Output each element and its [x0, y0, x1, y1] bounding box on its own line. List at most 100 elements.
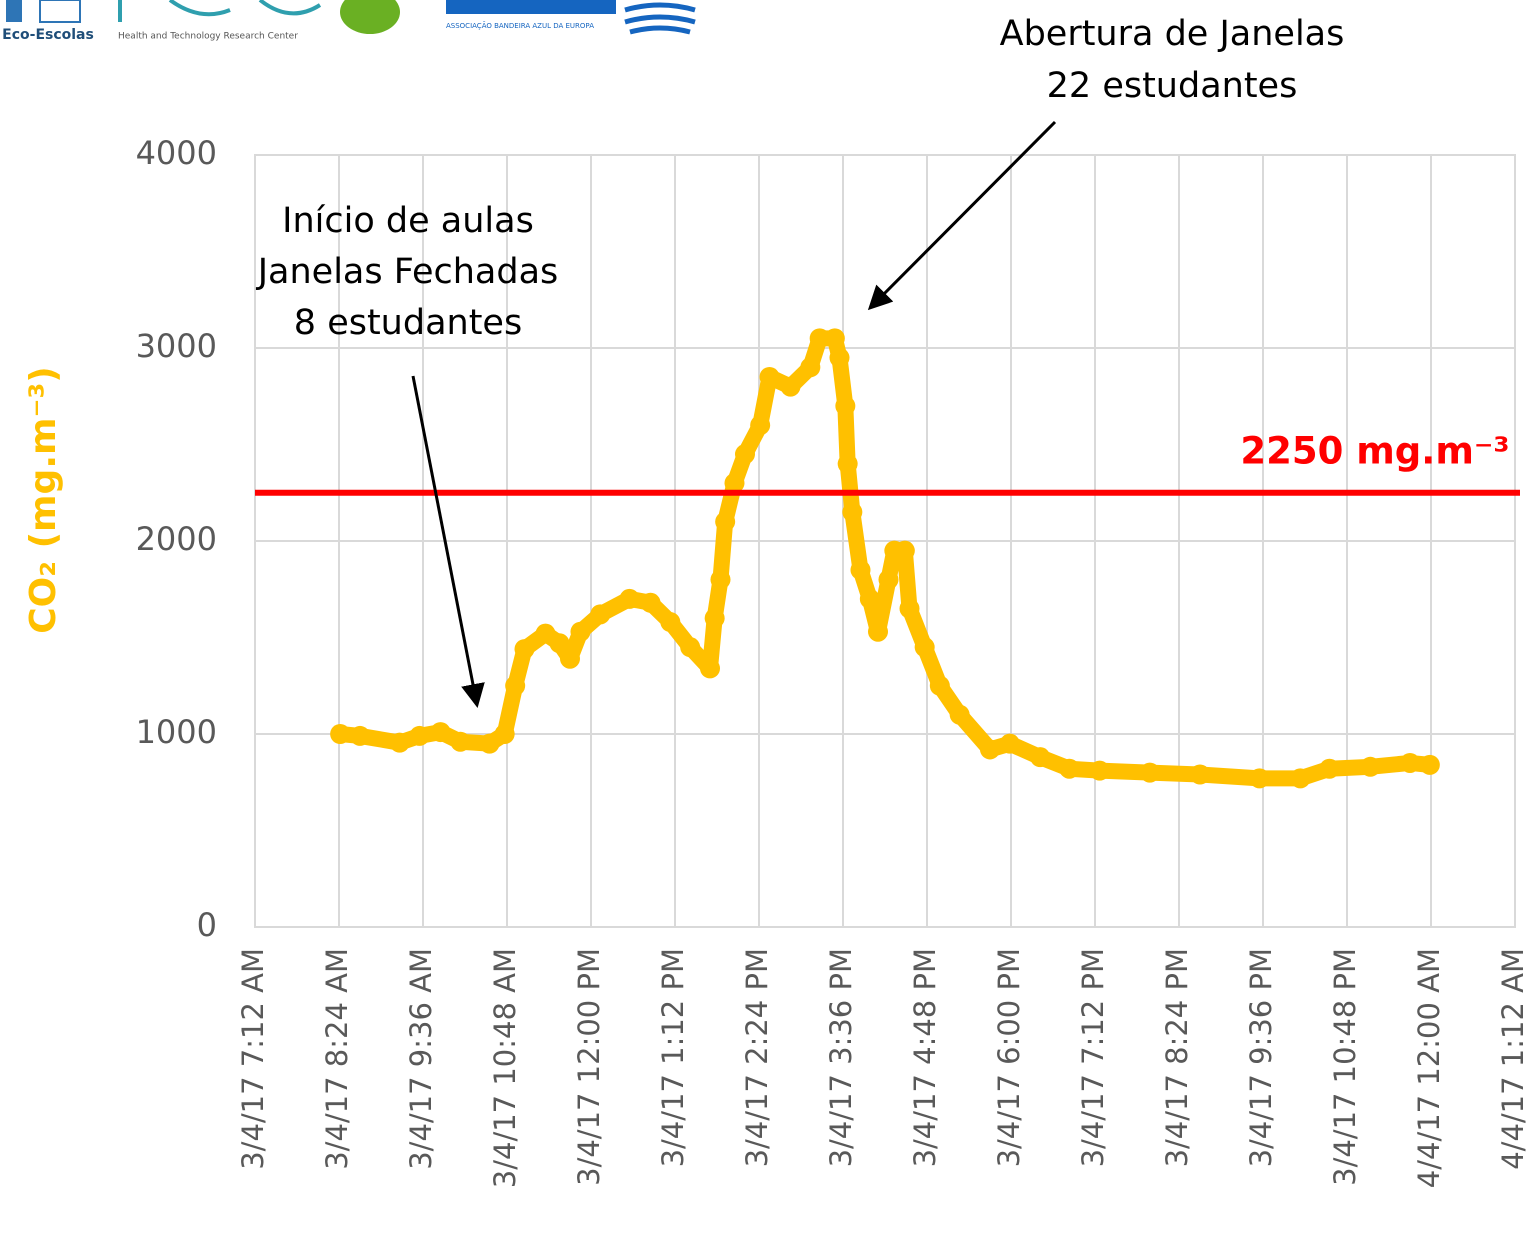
data-point [389, 732, 410, 753]
x-tick-label: 3/4/17 12:00 PM [572, 948, 606, 1186]
data-point [850, 559, 871, 580]
x-tick-label: 3/4/17 7:12 AM [236, 948, 270, 1170]
plot-border [254, 154, 1516, 928]
data-point [800, 357, 821, 378]
data-point [724, 473, 745, 494]
data-point [700, 658, 720, 679]
x-tick-label: 3/4/17 4:48 PM [908, 948, 942, 1167]
data-point [1089, 760, 1110, 781]
arrows [411, 120, 1057, 708]
data-point [505, 675, 526, 696]
threshold-label: 2250 mg.m⁻³ [1240, 429, 1509, 472]
y-tick-label: 4000 [136, 134, 217, 172]
y-tick-label: 1000 [136, 713, 217, 751]
data-point [1139, 762, 1160, 783]
data-point [914, 637, 935, 658]
data-point [842, 502, 863, 523]
data-point [535, 623, 556, 644]
x-tick-label: 3/4/17 1:12 PM [656, 948, 690, 1167]
data-point [894, 540, 915, 561]
data-point [980, 739, 1000, 760]
data-point [899, 598, 920, 619]
arrow [411, 375, 485, 708]
series-line [332, 330, 1438, 787]
logo-text: Health and Technology Research Center [118, 32, 298, 42]
data-point [1360, 756, 1381, 777]
annotation-text: Abertura de Janelas [1000, 14, 1345, 54]
data-point [640, 592, 661, 613]
data-point [450, 731, 471, 752]
data-point [929, 675, 950, 696]
data-point [549, 633, 570, 654]
data-point [809, 328, 830, 349]
data-point [829, 347, 850, 368]
x-tick-label: 3/4/17 8:24 AM [320, 948, 354, 1170]
data-point [1400, 752, 1420, 773]
data-point [878, 569, 899, 590]
data-point [494, 724, 515, 744]
x-tick-label: 3/4/17 9:36 PM [1244, 948, 1278, 1167]
data-point [479, 733, 500, 754]
x-tick-label: 3/4/17 7:12 PM [1076, 948, 1110, 1167]
data-point [590, 604, 611, 625]
annotation-text: Início de aulas [282, 201, 534, 241]
x-tick-label: 3/4/17 2:24 PM [740, 948, 774, 1167]
logo-text: ASSOCIAÇÃO BANDEIRA AZUL DA EUROPA [446, 21, 594, 30]
data-point [1059, 758, 1080, 779]
arrow [867, 120, 1057, 311]
data-point [999, 733, 1020, 754]
logo-shape [624, 2, 696, 35]
annotation-text: 22 estudantes [1047, 66, 1298, 106]
data-point [759, 366, 780, 387]
data-point [710, 569, 731, 590]
data-point [715, 511, 736, 532]
annotation-text: Janelas Fechadas [256, 252, 559, 292]
data-point [1419, 754, 1440, 775]
x-tick-label: 3/4/17 10:48 PM [1328, 948, 1362, 1186]
x-tick-label: 3/4/17 8:24 PM [1160, 948, 1194, 1167]
annotations: Início de aulas Janelas Fechadas 8 estud… [256, 14, 1345, 343]
data-point [1290, 768, 1311, 789]
x-tick-label: 4/4/17 12:00 AM [1412, 948, 1446, 1188]
logo-shape [446, 0, 616, 14]
data-point [949, 704, 970, 725]
x-tick-label: 4/4/17 1:12 AM [1496, 948, 1530, 1170]
logo-shape [39, 0, 81, 23]
data-point [560, 648, 580, 669]
y-tick-label: 2000 [136, 520, 217, 558]
data-point [859, 588, 880, 609]
data-point [1249, 768, 1270, 789]
data-point [409, 725, 430, 746]
x-tick-label: 3/4/17 6:00 PM [992, 948, 1026, 1167]
data-point [619, 588, 640, 609]
data-point [430, 722, 451, 743]
data-point [780, 376, 801, 397]
data-point [824, 328, 845, 349]
y-axis-label: CO₂ (mg.m⁻³) [23, 366, 64, 633]
data-point [750, 415, 771, 436]
x-tick-label: 3/4/17 10:48 AM [488, 948, 522, 1188]
data-point [704, 608, 725, 629]
data-point [660, 612, 681, 633]
y-tick-label: 0 [197, 906, 217, 944]
data-point [350, 725, 370, 746]
data-point [735, 444, 755, 465]
data-point [1030, 747, 1051, 768]
logo-text: Eco-Escolas [2, 27, 94, 43]
data-point [570, 621, 591, 642]
data-point [868, 621, 888, 642]
data-point [1319, 758, 1340, 779]
y-tick-label: 3000 [136, 327, 217, 365]
data-point [330, 724, 351, 744]
data-point [1190, 764, 1210, 785]
x-tick-label: 3/4/17 9:36 AM [404, 948, 438, 1170]
logo-shape [118, 0, 322, 22]
data-point [680, 637, 701, 658]
data-point [835, 395, 856, 416]
data-point [837, 453, 858, 474]
annotation-text: 8 estudantes [294, 303, 522, 343]
x-tick-label: 3/4/17 3:36 PM [824, 948, 858, 1167]
logo-shape [340, 0, 400, 34]
